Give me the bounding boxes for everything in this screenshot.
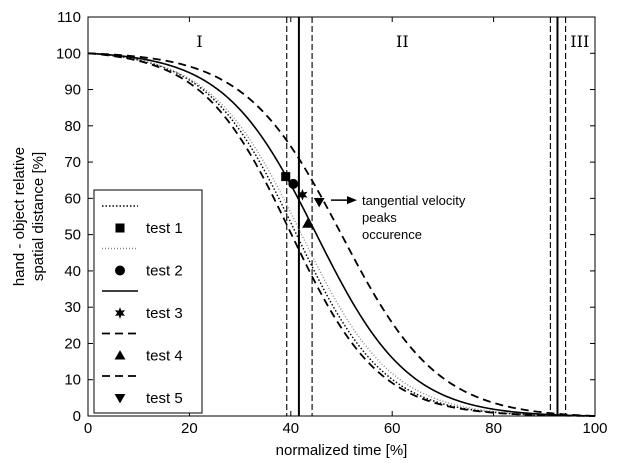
legend-marker-star bbox=[114, 307, 126, 319]
y-tick-label: 10 bbox=[64, 372, 81, 389]
y-tick-label: 80 bbox=[64, 118, 81, 135]
legend-marker-square bbox=[115, 223, 125, 233]
x-tick-label: 20 bbox=[181, 420, 198, 437]
legend-marker-triangle-up bbox=[114, 350, 126, 360]
legend-box bbox=[93, 189, 203, 414]
y-tick-label: 50 bbox=[64, 227, 81, 244]
ticks-group: 0 20 40 60 80 100 0 10 20 30 40 50 60 70 80 90 100 110 bbox=[56, 9, 608, 437]
series-curve-5 bbox=[87, 52, 596, 417]
marker-triangle-down-5 bbox=[313, 197, 325, 208]
legend-label-4: test 4 bbox=[146, 348, 183, 365]
annotation-group: tangential velocity peaks occurence bbox=[331, 193, 466, 242]
marker-square-1 bbox=[281, 172, 291, 182]
y-tick-label: 40 bbox=[64, 263, 81, 280]
y-tick-label: 110 bbox=[57, 9, 81, 26]
curves-group bbox=[87, 52, 596, 417]
legend-label-3: test 3 bbox=[146, 305, 183, 322]
y-tick-label: 90 bbox=[64, 82, 81, 99]
y-axis-label-line-1: hand - object relative bbox=[11, 147, 28, 286]
series-curve-3 bbox=[87, 52, 596, 417]
legend-marker-triangle-down bbox=[114, 393, 126, 404]
region-labels-group: I II III bbox=[196, 32, 589, 51]
series-curve-1 bbox=[87, 52, 596, 417]
region-label-3: III bbox=[570, 32, 589, 51]
x-tick-label: 0 bbox=[84, 420, 92, 437]
annotation-line-2: peaks bbox=[362, 210, 397, 225]
region-label-2: II bbox=[396, 32, 409, 51]
y-axis-label-line-2: spatial distance [%] bbox=[30, 152, 47, 281]
x-tick-label: 60 bbox=[384, 420, 401, 437]
legend-label-1: test 1 bbox=[146, 220, 183, 237]
series-curve-4 bbox=[87, 52, 596, 417]
legend-marker-circle bbox=[115, 265, 125, 276]
y-tick-label: 100 bbox=[56, 45, 81, 62]
legend-label-5: test 5 bbox=[146, 390, 183, 407]
x-tick-label: 40 bbox=[282, 420, 299, 437]
y-tick-label: 70 bbox=[64, 154, 81, 171]
y-tick-label: 0 bbox=[73, 408, 81, 425]
x-axis-label: normalized time [%] bbox=[276, 442, 408, 459]
marker-triangle-up-4 bbox=[302, 218, 313, 228]
x-tick-label: 100 bbox=[582, 420, 607, 437]
x-tick-label: 80 bbox=[485, 420, 502, 437]
legend-label-2: test 2 bbox=[146, 263, 183, 280]
marker-star-3 bbox=[297, 188, 308, 201]
vertical-lines-group bbox=[286, 17, 567, 416]
y-tick-label: 20 bbox=[64, 335, 81, 352]
annotation-arrow-head bbox=[347, 196, 357, 205]
y-tick-label: 60 bbox=[64, 190, 81, 207]
annotation-line-1: tangential velocity bbox=[362, 193, 466, 208]
legend-group: test 1 test 2 test 3 test 4 test 5 bbox=[93, 189, 203, 414]
y-tick-label: 30 bbox=[64, 299, 81, 316]
marker-circle-2 bbox=[288, 178, 299, 189]
markers-group bbox=[281, 172, 325, 228]
region-label-1: I bbox=[196, 32, 202, 51]
series-curve-2 bbox=[87, 52, 596, 417]
plot-frame bbox=[87, 16, 596, 417]
annotation-line-3: occurence bbox=[362, 227, 422, 242]
